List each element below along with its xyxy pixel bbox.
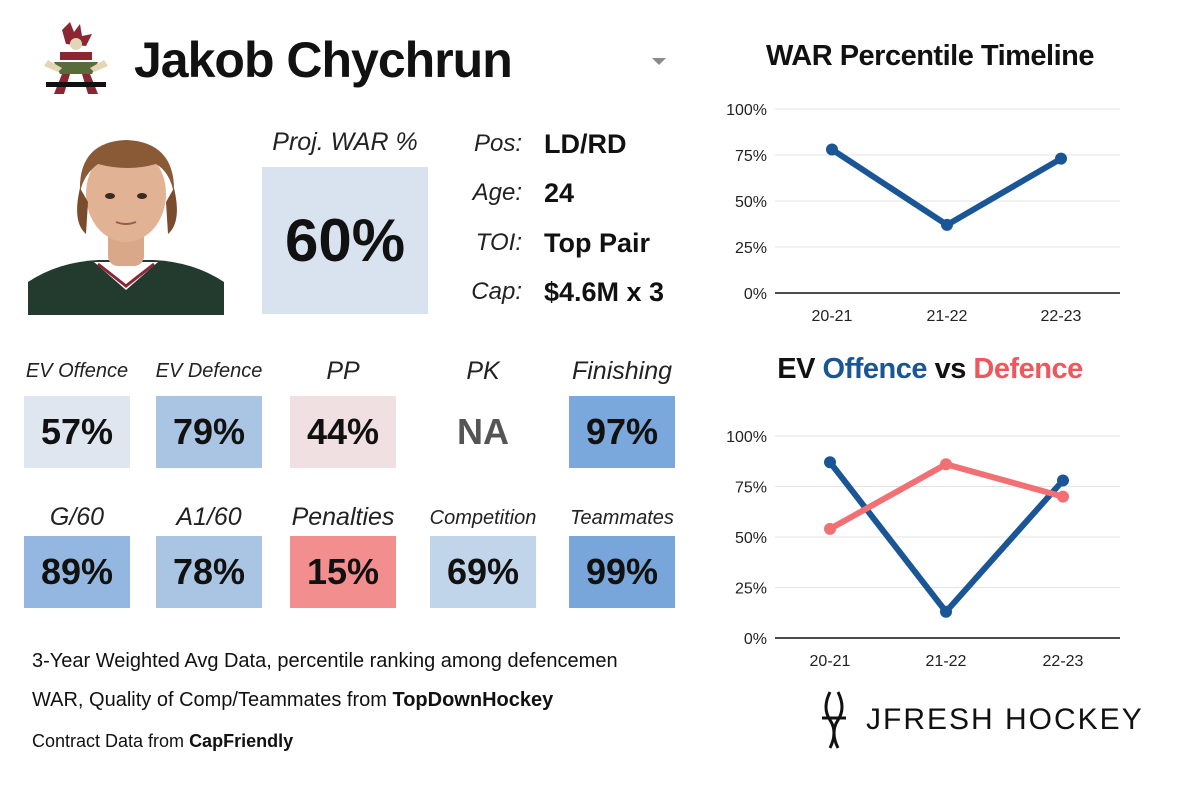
y-tick-label: 25% [735, 581, 767, 598]
footnote-contract-source: Contract Data from CapFriendly [32, 731, 293, 752]
y-tick-label: 100% [726, 102, 767, 119]
data-point [1055, 152, 1067, 165]
info-value: $4.6M x 3 [544, 276, 665, 307]
data-point [824, 456, 836, 469]
data-point [940, 458, 952, 471]
chevron-down-icon[interactable] [650, 54, 668, 66]
stat-label: Penalties [291, 503, 395, 531]
stat-label: Teammates [570, 507, 674, 529]
y-tick-label: 75% [735, 480, 767, 497]
brand-text: JFRESH HOCKEY [866, 703, 1144, 736]
title-part-defence: Defence [973, 353, 1083, 385]
info-row-position: Pos: LD/RD [460, 127, 627, 161]
data-point [940, 605, 952, 618]
x-tick-label: 22-23 [1043, 653, 1084, 670]
title-part: EV [777, 353, 823, 385]
stat-label: G/60 [49, 503, 105, 531]
title-part: vs [927, 353, 974, 385]
stat-label: PK [466, 357, 500, 385]
data-point [826, 143, 838, 156]
y-tick-label: 0% [744, 631, 767, 648]
y-tick-label: 75% [735, 148, 767, 165]
chart-title-ev: EV Offence vs Defence [700, 353, 1160, 386]
info-value: LD/RD [544, 128, 627, 159]
info-row-cap: Cap: $4.6M x 3 [460, 275, 664, 309]
stat-box-a160: 78% [156, 536, 262, 608]
y-tick-label: 50% [735, 194, 767, 211]
stat-box-teammates: 99% [569, 536, 675, 608]
stat-label: EV Defence [155, 360, 263, 382]
team-logo [40, 22, 112, 98]
y-tick-label: 0% [744, 286, 767, 303]
chart-title-war: WAR Percentile Timeline [765, 40, 1095, 72]
stat-label: Competition [429, 507, 537, 529]
stat-label: PP [326, 357, 360, 385]
info-row-age: Age: 24 [460, 176, 574, 210]
footnote-methodology: 3-Year Weighted Avg Data, percentile ran… [32, 650, 618, 672]
footnote-war-source: WAR, Quality of Comp/Teammates from TopD… [32, 689, 553, 712]
stat-label: A1/60 [176, 503, 242, 531]
proj-war-label: Proj. WAR % [272, 128, 418, 156]
stat-box-pk: NA [430, 396, 536, 468]
x-tick-label: 21-22 [926, 653, 967, 670]
stat-box-ev-defence: 79% [156, 396, 262, 468]
jfresh-logo-icon [822, 691, 846, 749]
data-point [824, 522, 836, 535]
stat-box-finishing: 97% [569, 396, 675, 468]
stat-box-competition: 69% [430, 536, 536, 608]
x-tick-label: 20-21 [812, 308, 853, 325]
data-point [1057, 474, 1069, 487]
info-value: Top Pair [544, 227, 651, 258]
stat-box-g60: 89% [24, 536, 130, 608]
y-tick-label: 100% [726, 429, 767, 446]
stat-label: Finishing [571, 357, 673, 385]
brand: JFRESH HOCKEY [812, 688, 1144, 752]
info-label: Cap: [471, 278, 522, 305]
stat-box-pp: 44% [290, 396, 396, 468]
x-tick-label: 20-21 [810, 653, 851, 670]
data-point [1057, 490, 1069, 503]
x-tick-label: 21-22 [927, 308, 968, 325]
info-row-toi: TOI: Top Pair [460, 226, 650, 260]
stat-label: EV Offence [25, 360, 129, 382]
source-capfriendly: CapFriendly [189, 731, 294, 751]
ev-offence-defence-chart: 0% 25% 50% 75% 100% 20-21 21-22 22-23 [726, 429, 1120, 670]
footnote-text: Contract Data from [32, 731, 190, 751]
proj-war-value: 60% [262, 167, 428, 314]
info-label: Pos: [473, 130, 522, 157]
y-tick-label: 50% [735, 530, 767, 547]
war-percentile-chart: 0% 25% 50% 75% 100% 20-21 21-22 22-23 [726, 102, 1120, 325]
info-label: Age: [472, 179, 522, 206]
y-tick-label: 25% [735, 240, 767, 257]
info-value: 24 [544, 177, 575, 208]
title-part-offence: Offence [822, 353, 928, 385]
data-point [941, 218, 953, 231]
series-line [829, 146, 1064, 228]
info-label: TOI: [475, 229, 522, 256]
footnote-text: WAR, Quality of Comp/Teammates from [32, 689, 393, 711]
x-tick-label: 22-23 [1041, 308, 1082, 325]
stat-box-ev-offence: 57% [24, 396, 130, 468]
source-topdownhockey: TopDownHockey [392, 689, 554, 711]
player-photo [28, 122, 224, 315]
player-name: Jakob Chychrun [134, 32, 513, 88]
stat-box-penalties: 15% [290, 536, 396, 608]
